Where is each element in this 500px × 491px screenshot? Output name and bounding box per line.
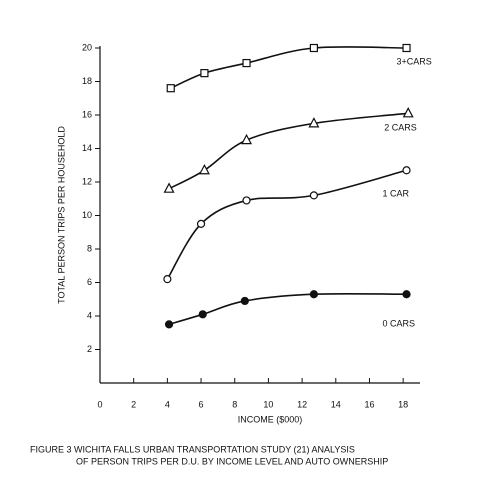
y-tick-label: 6 xyxy=(87,277,92,287)
marker xyxy=(196,219,206,228)
x-tick-label: 4 xyxy=(165,399,170,409)
marker xyxy=(402,107,414,118)
y-tick-label: 12 xyxy=(82,176,92,186)
marker xyxy=(164,320,174,329)
marker xyxy=(241,133,253,145)
x-tick-label: 18 xyxy=(398,399,408,409)
series-line xyxy=(168,112,409,190)
x-tick-label: 0 xyxy=(97,399,102,409)
marker xyxy=(200,69,209,78)
caption-line: OF PERSON TRIPS PER D.U. BY INCOME LEVEL… xyxy=(76,456,388,466)
marker xyxy=(163,182,175,193)
x-tick-label: 14 xyxy=(331,399,341,409)
marker xyxy=(402,290,411,299)
marker xyxy=(309,43,318,53)
marker xyxy=(309,191,318,200)
series-label: 3+CARS xyxy=(397,56,432,66)
y-tick-label: 18 xyxy=(82,76,92,86)
marker xyxy=(198,310,207,319)
y-tick-label: 2 xyxy=(87,344,92,354)
marker xyxy=(402,43,411,53)
y-tick-label: 4 xyxy=(87,310,92,320)
x-tick-label: 6 xyxy=(199,399,204,409)
caption-line: FIGURE 3 WICHITA FALLS URBAN TRANSPORTAT… xyxy=(30,444,355,454)
y-tick-label: 20 xyxy=(82,42,92,52)
x-tick-label: 2 xyxy=(131,399,136,409)
series-label: 0 CARS xyxy=(383,319,416,329)
series-label: 2 CARS xyxy=(384,123,417,133)
x-tick-label: 8 xyxy=(232,399,237,409)
y-axis-label: TOTAL PERSON TRIPS PER HOUSEHOLD xyxy=(56,126,66,304)
series-line xyxy=(168,292,407,326)
marker xyxy=(242,58,251,68)
y-tick-label: 14 xyxy=(82,143,92,153)
marker xyxy=(198,163,210,175)
marker xyxy=(166,84,175,93)
x-axis-label: INCOME ($000) xyxy=(238,414,303,424)
marker xyxy=(402,166,411,175)
marker xyxy=(309,290,318,299)
series-label: 1 CAR xyxy=(383,189,410,199)
y-tick-label: 10 xyxy=(82,210,92,220)
marker xyxy=(240,296,249,306)
series-line xyxy=(170,46,407,89)
y-tick-label: 8 xyxy=(87,243,92,253)
x-tick-label: 16 xyxy=(364,399,374,409)
x-tick-label: 10 xyxy=(263,399,273,409)
x-tick-label: 12 xyxy=(297,399,307,409)
marker xyxy=(242,196,251,205)
marker xyxy=(163,275,172,284)
marker xyxy=(308,117,320,128)
y-tick-label: 16 xyxy=(82,109,92,119)
